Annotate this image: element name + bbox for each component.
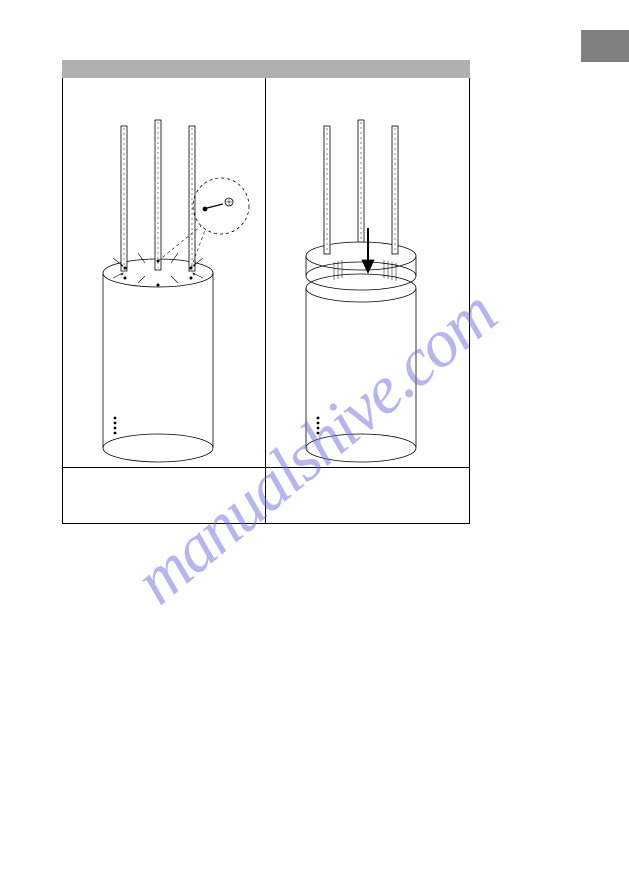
instruction-table	[62, 60, 470, 524]
caption-cell-left	[62, 468, 266, 523]
ring-insert-diagram-icon	[266, 78, 470, 468]
diagram-cell-right	[266, 78, 470, 467]
page-tab	[581, 30, 629, 62]
caption-row	[62, 468, 470, 524]
header-cell-left	[62, 60, 266, 78]
caption-cell-right	[266, 468, 470, 523]
header-cell-right	[266, 60, 470, 78]
header-row	[62, 60, 470, 78]
diagram-cell-left	[62, 78, 266, 467]
assembly-diagram-icon	[63, 78, 267, 468]
diagram-row	[62, 78, 470, 468]
